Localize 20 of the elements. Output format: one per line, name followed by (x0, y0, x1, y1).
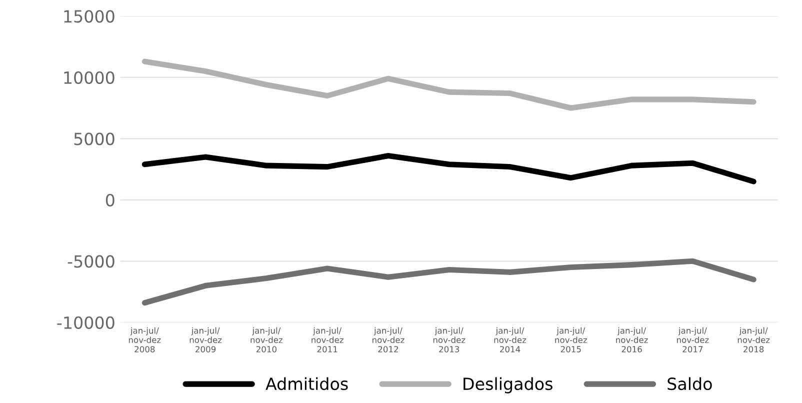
x-tick-label: jan-jul/ nov-dez 2014 (494, 327, 526, 352)
y-tick-label: -5000 (68, 255, 114, 268)
x-tick-label: jan-jul/ nov-dez 2009 (190, 327, 222, 352)
y-tick-label: 10000 (64, 71, 114, 84)
legend-label: Saldo (668, 377, 712, 390)
x-tick-label: jan-jul/ nov-dez 2015 (555, 327, 587, 352)
legend-label: Desligados (464, 377, 552, 394)
y-tick-label: 5000 (74, 132, 114, 146)
x-tick-label: jan-jul/ nov-dez 2016 (616, 327, 648, 352)
y-tick-label: -10000 (57, 316, 114, 329)
legend-label: Admitidos (266, 377, 348, 390)
x-tick-label: jan-jul/ nov-dez 2011 (312, 327, 344, 352)
x-tick-label: jan-jul/ nov-dez 2010 (250, 327, 283, 352)
x-tick-label: jan-jul/ nov-dez 2008 (128, 327, 161, 352)
x-tick-label: jan-jul/ nov-dez 2018 (738, 327, 770, 352)
x-tick-label: jan-jul/ nov-dez 2013 (433, 327, 466, 352)
y-tick-label: 15000 (64, 10, 114, 23)
y-tick-label: 0 (106, 194, 114, 206)
x-tick-label: jan-jul/ nov-dez 2012 (372, 327, 404, 352)
x-tick-label: jan-jul/ nov-dez 2017 (677, 327, 709, 352)
